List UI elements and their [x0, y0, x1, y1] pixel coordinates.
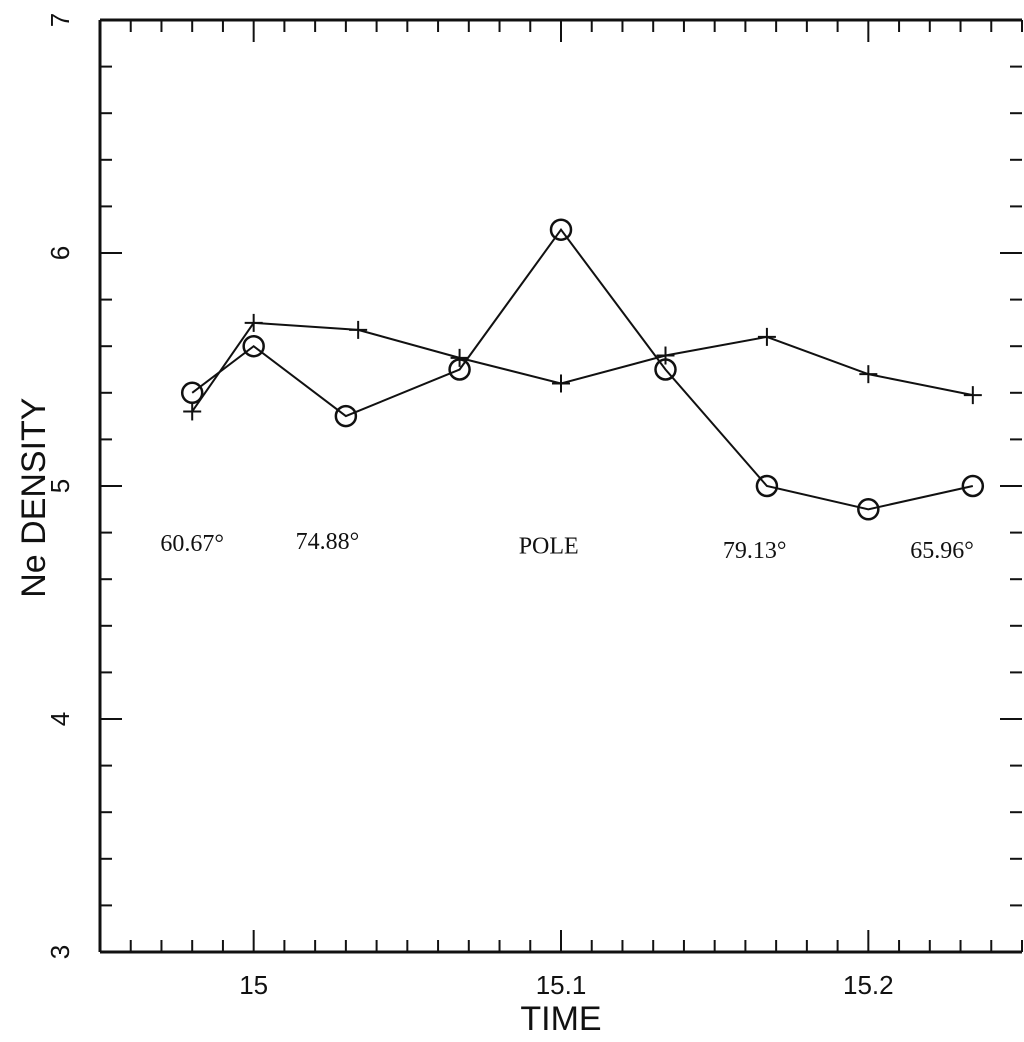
data-point-plus [244, 313, 263, 332]
x-tick-label: 15 [239, 970, 268, 1000]
data-point-plus [349, 320, 368, 339]
annotations: 60.67° 74.88° POLE 79.13° 65.96° [160, 529, 974, 564]
tick-labels: 15 15.1 15.2 3 4 5 6 7 [45, 13, 894, 1000]
data-point-circle [961, 474, 985, 498]
x-axis-title: TIME [520, 1000, 601, 1038]
series-group [180, 218, 985, 521]
data-point-circle [755, 474, 779, 498]
data-point-circle [549, 218, 573, 241]
x-tick-label: 15.2 [843, 970, 894, 1000]
data-point-plus [757, 327, 776, 346]
data-point-plus [183, 402, 202, 421]
x-tick-label: 15.1 [536, 970, 587, 1000]
series-circle [180, 218, 985, 521]
annotation-label: POLE [519, 534, 579, 560]
data-point-plus [963, 386, 982, 405]
annotation-label: 65.96° [910, 538, 974, 564]
data-point-plus [859, 365, 878, 384]
series-plus [183, 313, 982, 421]
annotation-label: 79.13° [723, 538, 787, 564]
axes [98, 18, 1022, 954]
y-axis-title: Ne DENSITY [15, 398, 53, 598]
y-tick-label: 5 [45, 479, 75, 493]
data-point-circle [334, 404, 358, 428]
tick-marks [99, 19, 1023, 953]
data-point-circle [857, 498, 880, 521]
y-tick-label: 4 [45, 712, 75, 726]
y-tick-label: 7 [45, 13, 75, 27]
y-tick-label: 3 [45, 945, 75, 959]
series-line-circle [191, 228, 974, 511]
data-point-plus [552, 374, 570, 393]
data-point-plus [656, 346, 675, 365]
annotation-label: 60.67° [160, 531, 224, 557]
data-point-plus [450, 348, 469, 367]
y-tick-label: 6 [45, 246, 75, 260]
data-point-circle [242, 334, 265, 358]
series-line-plus [191, 321, 974, 413]
annotation-label: 74.88° [296, 529, 360, 555]
